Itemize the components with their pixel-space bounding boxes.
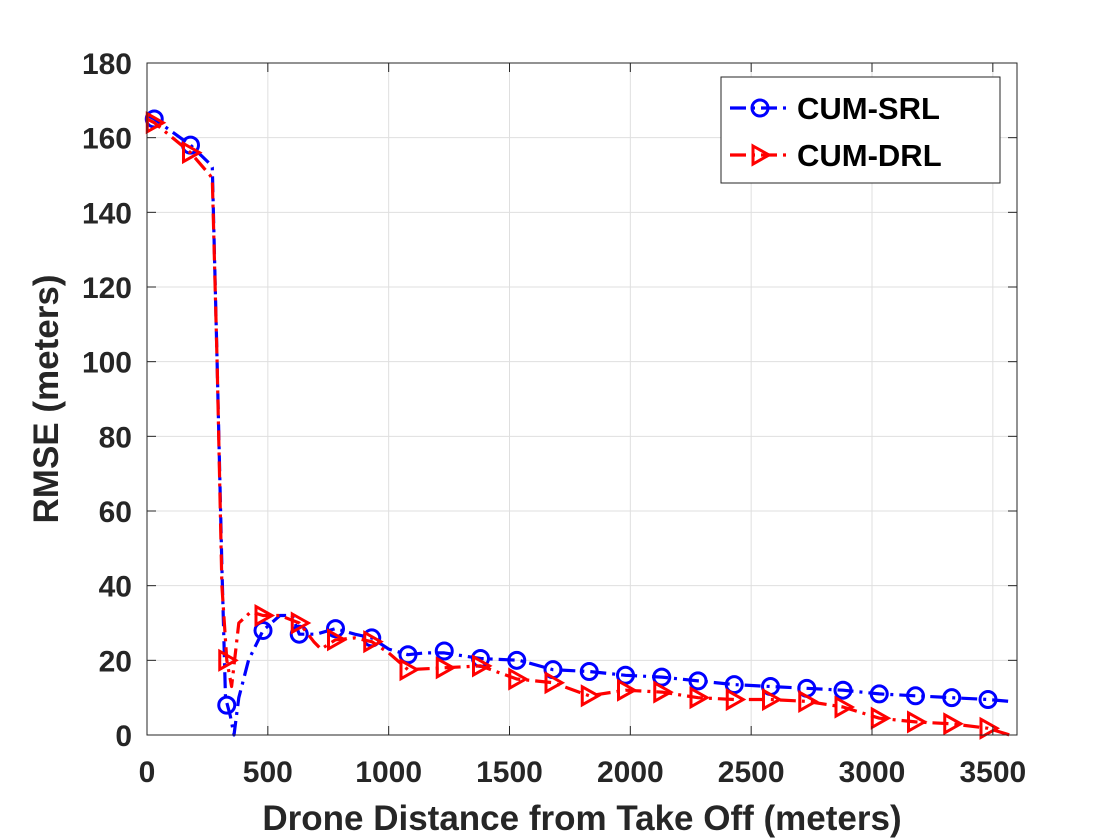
x-axis-label: Drone Distance from Take Off (meters) — [262, 799, 901, 838]
data-point-circle — [579, 662, 599, 682]
data-point-triangle — [182, 141, 203, 165]
data-point-triangle — [617, 678, 638, 702]
data-point-circle — [253, 620, 273, 640]
legend-box — [720, 76, 1001, 184]
legend-label: CUM-DRL — [797, 138, 942, 173]
data-point-triangle — [290, 611, 312, 635]
y-tick-label: 80 — [99, 421, 132, 454]
x-tick-label: 2500 — [718, 756, 785, 789]
y-tick-label: 40 — [99, 571, 132, 604]
y-tick-label: 140 — [82, 197, 132, 230]
data-point-circle — [906, 686, 925, 706]
y-tick-label: 160 — [82, 123, 132, 156]
legend: CUM-SRL CUM-DRL — [720, 76, 1001, 184]
data-point-triangle — [508, 667, 529, 691]
data-point-circle — [869, 684, 889, 704]
y-tick-label: 100 — [82, 347, 132, 380]
data-point-triangle — [472, 654, 493, 678]
x-tick-label: 1000 — [355, 756, 422, 789]
data-point-circle — [434, 641, 454, 661]
y-tick-label: 60 — [99, 496, 132, 529]
data-point-circle — [833, 680, 853, 700]
data-point-triangle — [943, 712, 964, 736]
data-point-triangle — [870, 706, 892, 730]
plot-frame — [146, 62, 1018, 736]
data-point-triangle — [979, 716, 1001, 740]
data-point-circle — [978, 690, 998, 710]
x-tick-label: 3000 — [839, 756, 906, 789]
data-point-triangle — [751, 143, 773, 167]
y-tick-label: 180 — [82, 48, 132, 81]
data-point-triangle — [254, 603, 276, 628]
data-point-circle — [217, 695, 237, 715]
data-point-triangle — [653, 680, 674, 704]
data-point-triangle — [544, 671, 566, 695]
data-point-triangle — [907, 710, 928, 734]
x-tick-label: 3500 — [959, 756, 1026, 789]
data-point-triangle — [363, 630, 384, 654]
data-point-circle — [616, 665, 635, 685]
ticks: 0 500 1000 1500 2000 2500 3000 3500 0 20 40 60 80 100… — [82, 48, 1026, 789]
data-point-triangle — [798, 689, 819, 713]
legend-label: CUM-SRL — [797, 91, 940, 126]
data-point-triangle — [725, 687, 747, 712]
y-tick-label: 20 — [99, 645, 132, 678]
data-point-circle — [507, 650, 527, 670]
data-point-circle — [750, 98, 770, 118]
data-point-triangle — [689, 686, 711, 710]
data-point-triangle — [399, 658, 421, 682]
data-point-circle — [724, 675, 744, 695]
data-point-circle — [688, 671, 708, 691]
data-point-triangle — [580, 684, 602, 708]
data-point-triangle — [327, 628, 348, 652]
data-point-triangle — [435, 656, 457, 680]
y-tick-label: 120 — [82, 272, 132, 305]
x-tick-label: 1500 — [476, 756, 543, 789]
x-tick-label: 0 — [139, 756, 156, 789]
series-layer — [144, 109, 1011, 740]
series-line — [146, 117, 1011, 737]
data-point-circle — [398, 645, 418, 665]
data-point-triangle — [762, 687, 783, 712]
data-point-triangle — [834, 695, 856, 719]
series-cum-drl — [145, 111, 1011, 740]
data-point-circle — [942, 688, 962, 708]
y-tick-label: 0 — [115, 720, 132, 753]
x-tick-label: 2000 — [597, 756, 664, 789]
x-tick-label: 500 — [243, 756, 293, 789]
y-axis-label: RMSE (meters) — [27, 275, 66, 524]
data-point-triangle — [218, 648, 239, 672]
data-point-circle — [652, 667, 672, 687]
